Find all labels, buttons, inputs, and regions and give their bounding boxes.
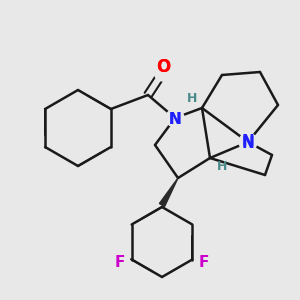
Text: N: N <box>169 112 182 127</box>
Polygon shape <box>159 178 178 206</box>
Text: N: N <box>169 112 182 127</box>
Text: F: F <box>199 255 209 270</box>
Circle shape <box>239 133 257 151</box>
Circle shape <box>154 63 172 81</box>
Text: O: O <box>156 58 170 76</box>
Text: H: H <box>187 92 197 104</box>
Text: O: O <box>156 58 170 76</box>
Text: H: H <box>217 160 227 172</box>
Circle shape <box>166 109 184 127</box>
Text: N: N <box>242 136 254 151</box>
Text: N: N <box>242 134 254 149</box>
Text: F: F <box>115 255 125 270</box>
